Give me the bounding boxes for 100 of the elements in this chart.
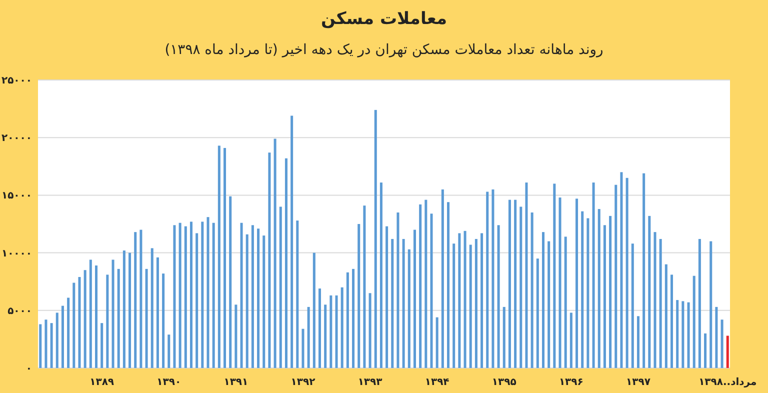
bar: [206, 217, 210, 368]
bar: [368, 293, 372, 368]
bar: [140, 230, 142, 368]
bar: [720, 320, 724, 368]
bar: [710, 241, 712, 368]
bar: [386, 226, 388, 368]
bar: [670, 274, 674, 368]
bar: [704, 333, 707, 368]
bar: [592, 182, 595, 368]
bar: [178, 222, 182, 368]
x-tick-label: ۱۳۹۰: [156, 377, 182, 388]
bar: [620, 172, 623, 368]
bar: [100, 323, 104, 368]
bar: [61, 306, 64, 368]
bar: [94, 265, 98, 368]
x-tick-label: ۱۳۹۱: [224, 377, 248, 388]
bar: [346, 272, 349, 368]
bar: [391, 238, 394, 368]
bar: [441, 189, 444, 368]
bar: [112, 260, 114, 368]
bar: [196, 233, 198, 368]
bar: [447, 202, 450, 368]
bar: [598, 209, 600, 368]
bar: [335, 295, 338, 368]
bar: [408, 249, 410, 368]
bar: [558, 198, 562, 368]
bar: [614, 184, 618, 368]
x-tick-label: ۱۳۹۵: [492, 377, 516, 388]
bar: [520, 206, 522, 368]
bar: [631, 244, 634, 368]
chart-subtitle: روند ماهانه تعداد معاملات مسکن تهران در یک دهه اخیر (تا مرداد ماه ۱۳۹۸): [164, 42, 604, 58]
bar: [340, 287, 344, 368]
bar: [374, 110, 377, 368]
bar: [698, 238, 701, 368]
y-tick-label: ۲۵۰۰۰: [1, 76, 32, 86]
bar: [648, 216, 651, 368]
bar: [234, 304, 238, 368]
bar: [173, 225, 176, 368]
y-tick-label: ۱۵۰۰۰: [1, 190, 32, 202]
bar: [84, 270, 86, 368]
bar: [486, 192, 489, 368]
bar: [548, 241, 550, 368]
bar: [626, 178, 628, 368]
bar: [190, 222, 192, 368]
bar: [664, 264, 668, 368]
bar: [692, 276, 696, 368]
bar: [212, 222, 215, 368]
bar: [184, 226, 187, 368]
bar: [553, 184, 556, 368]
bar: [307, 306, 310, 368]
bar: [424, 200, 428, 368]
bar: [502, 306, 506, 368]
y-tick-label: ۲۰۰۰۰: [1, 133, 32, 144]
bar: [436, 317, 438, 368]
bar: [162, 274, 165, 368]
bar: [128, 252, 132, 368]
bar: [654, 232, 656, 368]
bar: [268, 152, 271, 368]
bar: [542, 232, 544, 368]
bar: [564, 236, 567, 368]
bar: [413, 230, 416, 368]
bar: [168, 334, 170, 368]
bar: [536, 258, 539, 368]
bar: [514, 200, 517, 368]
bar: [682, 301, 684, 368]
bar: [474, 238, 478, 368]
bar: [89, 260, 92, 368]
bar: [636, 316, 640, 368]
bar: [251, 225, 254, 368]
chart-title: معاملات مسکن: [321, 9, 447, 29]
bar: [396, 212, 400, 368]
bar: [122, 250, 126, 368]
bar: [302, 328, 304, 368]
bar: [464, 230, 466, 368]
bar: [284, 158, 288, 368]
bar: [609, 216, 612, 368]
bar: [318, 288, 321, 368]
bar: [150, 248, 154, 368]
x-tick-label: ۱۳۹۴: [424, 377, 450, 388]
bar: [452, 244, 456, 368]
bar: [726, 336, 729, 368]
x-tick-label: ۱۳۹۲: [290, 377, 316, 388]
bar: [715, 306, 718, 368]
bar: [50, 323, 53, 368]
bar: [508, 200, 511, 368]
x-tick-label: ۱۳۹۶: [558, 377, 584, 388]
bar: [262, 236, 266, 368]
bar: [246, 234, 248, 368]
bar: [581, 211, 584, 368]
x-tick-label: ۱۳۸۹: [90, 377, 114, 388]
bar: [402, 238, 405, 368]
bar: [78, 276, 81, 368]
bar: [358, 224, 360, 368]
bar: [279, 206, 282, 368]
bar: [576, 198, 578, 368]
bar: [44, 320, 48, 368]
bar: [56, 312, 58, 368]
bar: [290, 116, 294, 368]
bar: [324, 304, 327, 368]
y-tick-label: ۰: [26, 364, 32, 374]
